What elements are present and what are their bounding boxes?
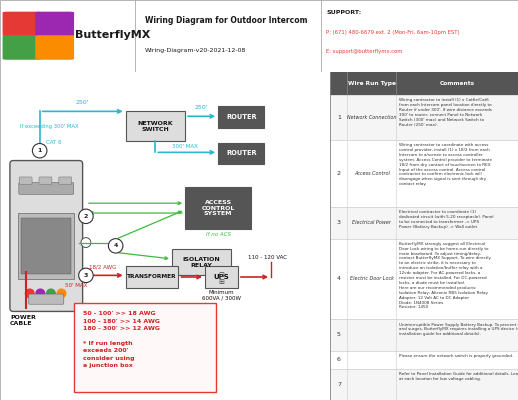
FancyBboxPatch shape <box>330 207 518 238</box>
FancyBboxPatch shape <box>125 111 185 141</box>
FancyBboxPatch shape <box>330 95 518 140</box>
Text: Wiring-Diagram-v20-2021-12-08: Wiring-Diagram-v20-2021-12-08 <box>145 48 247 53</box>
FancyBboxPatch shape <box>3 35 41 60</box>
FancyBboxPatch shape <box>185 187 251 230</box>
Circle shape <box>25 289 34 298</box>
Circle shape <box>79 268 93 282</box>
FancyBboxPatch shape <box>35 35 74 60</box>
FancyBboxPatch shape <box>172 249 232 275</box>
Text: Wire Run Type: Wire Run Type <box>348 81 396 86</box>
Circle shape <box>36 289 45 298</box>
Text: ROUTER: ROUTER <box>226 150 256 156</box>
Text: 7: 7 <box>337 382 341 387</box>
Text: SUPPORT:: SUPPORT: <box>326 10 362 16</box>
Text: 1: 1 <box>37 148 42 153</box>
Text: ISOLATION
RELAY: ISOLATION RELAY <box>183 257 221 268</box>
Text: 250': 250' <box>195 105 208 110</box>
FancyBboxPatch shape <box>125 266 179 288</box>
Text: 110 - 120 VAC: 110 - 120 VAC <box>248 255 287 260</box>
FancyBboxPatch shape <box>330 72 518 95</box>
FancyBboxPatch shape <box>0 0 518 72</box>
FancyBboxPatch shape <box>19 182 74 194</box>
Text: If no ACS: If no ACS <box>206 232 231 237</box>
FancyBboxPatch shape <box>205 266 238 288</box>
Text: Access Control: Access Control <box>354 171 390 176</box>
Text: 4: 4 <box>113 243 118 248</box>
Text: Refer to Panel Installation Guide for additional details. Leave 6' service loop
: Refer to Panel Installation Guide for ad… <box>399 372 518 381</box>
Text: POWER
CABLE: POWER CABLE <box>10 315 36 326</box>
Text: 5: 5 <box>337 332 341 338</box>
Text: ⊟
⊞: ⊟ ⊞ <box>219 272 224 284</box>
FancyBboxPatch shape <box>218 142 264 164</box>
Text: Wiring contractor to coordinate with access
control provider, install (1) x 18/2: Wiring contractor to coordinate with acc… <box>399 143 492 186</box>
Text: 1: 1 <box>337 115 341 120</box>
FancyBboxPatch shape <box>330 319 518 351</box>
Text: 4: 4 <box>337 276 341 281</box>
Text: Minimum
600VA / 300W: Minimum 600VA / 300W <box>202 290 241 301</box>
Text: ButterflyMX strongly suggest all Electrical
Door Lock wiring to be home-run dire: ButterflyMX strongly suggest all Electri… <box>399 242 491 310</box>
Text: 3: 3 <box>84 273 88 278</box>
Text: 2: 2 <box>337 171 341 176</box>
Circle shape <box>33 144 47 158</box>
Text: 18/2 AWG: 18/2 AWG <box>89 265 116 270</box>
FancyBboxPatch shape <box>59 177 71 184</box>
Circle shape <box>47 289 55 298</box>
FancyBboxPatch shape <box>218 106 264 128</box>
Text: CAT 6: CAT 6 <box>46 140 62 145</box>
Text: 3: 3 <box>337 220 341 225</box>
FancyBboxPatch shape <box>330 140 518 207</box>
Circle shape <box>81 238 91 248</box>
Text: 50 - 100' >> 18 AWG
100 - 180' >> 14 AWG
180 - 300' >> 12 AWG

* If run length
e: 50 - 100' >> 18 AWG 100 - 180' >> 14 AWG… <box>83 312 160 368</box>
Text: Comments: Comments <box>439 81 474 86</box>
Text: P: (671) 480-6679 ext. 2 (Mon-Fri, 6am-10pm EST): P: (671) 480-6679 ext. 2 (Mon-Fri, 6am-1… <box>326 30 460 35</box>
Text: ACCESS
CONTROL
SYSTEM: ACCESS CONTROL SYSTEM <box>202 200 235 216</box>
Circle shape <box>108 239 123 253</box>
FancyBboxPatch shape <box>330 368 518 400</box>
Text: Electric Door Lock: Electric Door Lock <box>350 276 394 281</box>
Text: Wiring Diagram for Outdoor Intercom: Wiring Diagram for Outdoor Intercom <box>145 16 308 25</box>
FancyBboxPatch shape <box>29 294 64 304</box>
Circle shape <box>57 289 66 298</box>
Text: 2: 2 <box>84 214 88 219</box>
Text: Network Connection: Network Connection <box>347 115 396 120</box>
Text: If exceeding 300' MAX: If exceeding 300' MAX <box>20 124 78 129</box>
Text: TRANSFORMER: TRANSFORMER <box>127 274 177 280</box>
Text: UPS: UPS <box>213 274 229 280</box>
FancyBboxPatch shape <box>18 213 75 279</box>
Text: Electrical Power: Electrical Power <box>352 220 391 225</box>
Text: ButterflyMX: ButterflyMX <box>75 30 151 40</box>
Circle shape <box>79 209 93 224</box>
Text: Please ensure the network switch is properly grounded.: Please ensure the network switch is prop… <box>399 354 513 358</box>
Text: 300' MAX: 300' MAX <box>172 144 198 149</box>
Text: E: support@butterflymx.com: E: support@butterflymx.com <box>326 49 403 54</box>
Text: Electrical contractor to coordinate (1)
dedicated circuit (with 5-20 receptacle): Electrical contractor to coordinate (1) … <box>399 210 494 229</box>
Text: ROUTER: ROUTER <box>226 114 256 120</box>
FancyBboxPatch shape <box>330 351 518 368</box>
Text: 50' MAX: 50' MAX <box>65 283 87 288</box>
FancyBboxPatch shape <box>330 238 518 319</box>
Text: Uninterruptible Power Supply Battery Backup. To prevent voltage drops
and surges: Uninterruptible Power Supply Battery Bac… <box>399 322 518 336</box>
FancyBboxPatch shape <box>21 218 71 274</box>
Text: 250': 250' <box>76 100 90 105</box>
FancyBboxPatch shape <box>39 177 52 184</box>
FancyBboxPatch shape <box>19 177 32 184</box>
FancyBboxPatch shape <box>35 12 74 36</box>
FancyBboxPatch shape <box>10 160 83 312</box>
FancyBboxPatch shape <box>3 12 41 36</box>
Text: 6: 6 <box>337 357 341 362</box>
FancyBboxPatch shape <box>330 0 518 400</box>
FancyBboxPatch shape <box>75 303 217 392</box>
Text: NETWORK
SWITCH: NETWORK SWITCH <box>137 121 173 132</box>
Text: Wiring contractor to install (1) x Cat6e/Cat6
from each Intercom panel location : Wiring contractor to install (1) x Cat6e… <box>399 98 492 127</box>
